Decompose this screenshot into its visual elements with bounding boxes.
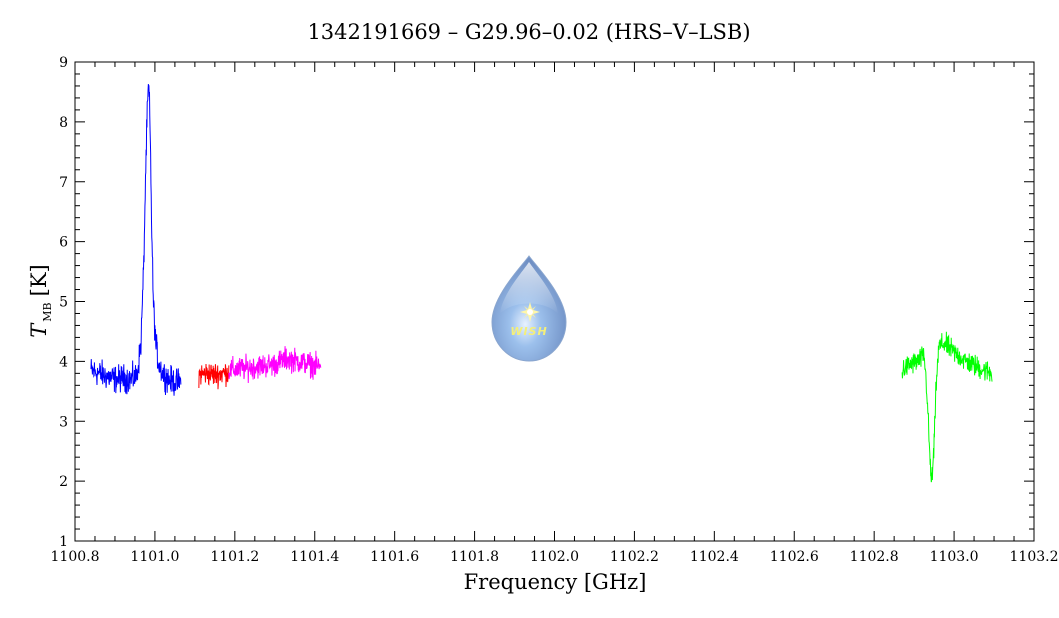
logo-text: WISH	[510, 325, 547, 338]
x-tick-label: 1102.2	[610, 549, 659, 565]
series-line-1	[90, 84, 182, 396]
x-tick-label: 1103.2	[1010, 549, 1059, 565]
wish-logo: WISH	[491, 255, 567, 362]
chart-title: 1342191669 – G29.96–0.02 (HRS–V–LSB)	[307, 20, 750, 44]
y-tick-label: 3	[59, 414, 68, 430]
x-tick-label: 1102.8	[850, 549, 899, 565]
y-axis-label-unit: [K]	[27, 264, 51, 296]
axes-layer: 1100.8 1101.0 1101.2 1101.4 1101.6 1101.8 1102…	[51, 55, 1059, 565]
series-line-4	[901, 331, 993, 483]
x-tick-label: 1100.8	[51, 549, 100, 565]
y-tick-label: 5	[59, 295, 68, 311]
x-tick-label: 1101.8	[450, 549, 499, 565]
y-tick-label: 7	[59, 175, 68, 191]
series-layer	[90, 84, 993, 483]
x-tick-label: 1103.0	[930, 549, 979, 565]
y-axis-label-sub: MB	[41, 302, 54, 321]
svg-text:TMB[K]: TMB [K]	[27, 264, 54, 337]
y-tick-label: 8	[59, 115, 68, 131]
drop-highlight	[500, 262, 558, 314]
x-tick-label: 1102.0	[530, 549, 579, 565]
x-tick-label: 1101.0	[130, 549, 179, 565]
y-tick-label: 2	[59, 474, 68, 490]
y-axis-label: TMB [K]	[27, 264, 54, 337]
x-tick-label: 1101.6	[370, 549, 419, 565]
y-tick-label: 9	[59, 55, 68, 71]
y-tick-label: 1	[59, 534, 68, 550]
y-tick-label: 6	[59, 235, 68, 251]
y-axis-label-main: T	[27, 322, 51, 338]
y-tick-label: 4	[59, 354, 68, 370]
series-line-3	[228, 346, 322, 384]
series-line-2	[198, 363, 230, 390]
x-tick-label: 1101.4	[290, 549, 339, 565]
x-tick-label: 1102.6	[770, 549, 819, 565]
x-tick-label: 1101.2	[210, 549, 259, 565]
x-axis-label: Frequency [GHz]	[464, 570, 647, 594]
x-tick-label: 1102.4	[690, 549, 739, 565]
star-icon	[520, 302, 540, 322]
